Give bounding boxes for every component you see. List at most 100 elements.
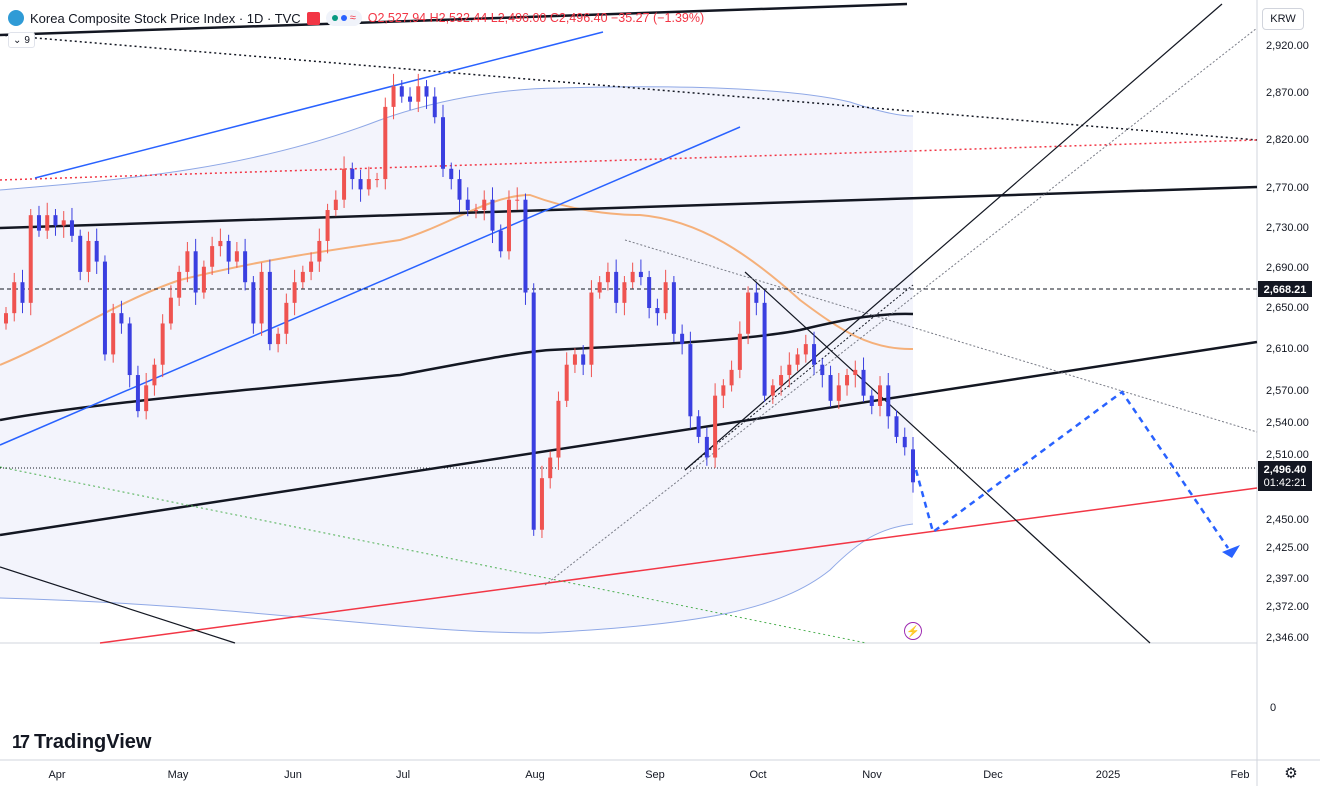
price-tick-label: 2,690.00 [1266, 262, 1309, 274]
status-dot-icon [331, 15, 338, 21]
candle-body [201, 266, 206, 293]
price-tick-label: 2,450.00 [1266, 514, 1309, 526]
status-pill[interactable]: ≈ [325, 10, 362, 26]
time-tick-label: Dec [983, 769, 1003, 781]
chart-header: Korea Composite Stock Price Index · 1D ·… [8, 8, 704, 28]
tradingview-logo[interactable]: 17 TradingView [12, 731, 151, 754]
symbol-title[interactable]: Korea Composite Stock Price Index · 1D ·… [30, 10, 301, 26]
channel-upper-blue [34, 31, 604, 179]
candle-body [787, 364, 792, 376]
currency-selector[interactable]: KRW [1262, 8, 1304, 30]
candle-body [762, 302, 767, 396]
candle-body [135, 375, 140, 412]
price-scale[interactable]: 2,920.00 2,870.00 2,820.00 2,770.00 2,730.00… [1266, 40, 1309, 644]
candle-body [869, 395, 874, 406]
candle-body [284, 302, 289, 334]
time-tick-label: Oct [749, 769, 766, 781]
candle-body [366, 179, 371, 190]
channel-lower-blue [0, 126, 741, 446]
candle-body [267, 271, 272, 345]
candle-body [375, 179, 380, 181]
candle-body [424, 86, 429, 97]
candle-body [770, 385, 775, 396]
candle-body [61, 220, 66, 226]
time-tick-label: Sep [645, 769, 665, 781]
candle-body [226, 240, 231, 262]
last-price-tag [1258, 461, 1312, 491]
volume-scale-zero: 0 [1270, 702, 1276, 714]
candle-body [556, 400, 561, 458]
candle-body [449, 168, 454, 180]
candle-body [803, 344, 808, 355]
time-tick-label: Apr [48, 769, 65, 781]
gear-icon[interactable]: ⚙ [1284, 765, 1298, 782]
candle-body [168, 297, 173, 324]
lightning-icon[interactable]: ⚡ [904, 622, 922, 640]
candle-body [589, 292, 594, 365]
projection-arrowhead [1222, 545, 1240, 558]
candle-body [127, 323, 132, 376]
dashed-level-label: 2,668.21 [1264, 284, 1307, 296]
candle-body [251, 282, 256, 324]
countdown-label: 01:42:21 [1264, 477, 1307, 489]
candle-body [721, 385, 726, 396]
candle-body [432, 96, 437, 118]
candle-body [111, 313, 116, 355]
candlestick-series [4, 73, 915, 538]
candle-body [119, 313, 124, 324]
candle-body [696, 416, 701, 437]
candle-body [647, 277, 652, 308]
candle-body [234, 251, 239, 262]
candle-body [317, 240, 322, 262]
price-tick-label: 2,510.00 [1266, 449, 1309, 461]
indicator-collapse-toggle[interactable]: ⌄ 9 [8, 32, 35, 48]
candle-body [729, 369, 734, 386]
candle-body [399, 86, 404, 97]
price-tick-label: 2,770.00 [1266, 182, 1309, 194]
candle-body [704, 436, 709, 458]
status-dot-icon [340, 15, 347, 21]
candle-body [531, 292, 536, 530]
candle-body [498, 230, 503, 252]
candle-body [564, 364, 569, 401]
price-tick-label: 2,870.00 [1266, 87, 1309, 99]
candle-body [28, 215, 33, 303]
price-tick-label: 2,540.00 [1266, 417, 1309, 429]
candle-body [861, 369, 866, 396]
candle-body [210, 246, 215, 267]
wedge-lower-dotted [684, 284, 914, 471]
candle-body [69, 220, 74, 236]
candle-body [4, 313, 8, 324]
candle-body [408, 96, 413, 102]
candle-body [663, 282, 668, 314]
candle-body [12, 282, 17, 314]
flag-icon[interactable] [306, 11, 320, 25]
candle-body [911, 449, 915, 483]
candle-body [102, 261, 107, 355]
candle-body [20, 282, 25, 303]
indicator-count: 9 [24, 34, 30, 46]
candle-body [36, 215, 41, 231]
time-scale[interactable]: Apr May Jun Jul Aug Sep Oct Nov Dec 2025 Feb [48, 769, 1249, 781]
candle-body [482, 199, 487, 211]
candle-body [688, 344, 693, 417]
candle-body [259, 271, 264, 324]
candle-body [713, 395, 718, 458]
wave-icon: ≈ [349, 12, 356, 24]
ohlc-values: O2,527.94 H2,532.44 L2,496.00 C2,496.40 … [367, 11, 705, 25]
candle-body [779, 375, 784, 386]
trendline-green-dotted [0, 466, 867, 644]
trendline-top-black [0, 2, 908, 37]
price-tick-label: 2,372.00 [1266, 601, 1309, 613]
time-tick-label: Jul [396, 769, 410, 781]
candle-body [878, 385, 883, 406]
candle-body [490, 199, 495, 231]
trendline-red-support [99, 487, 1258, 644]
candle-body [671, 282, 676, 334]
trendline-diag-down [744, 271, 1151, 644]
price-tick-label: 2,820.00 [1266, 134, 1309, 146]
candle-body [441, 117, 446, 169]
candle-body [465, 199, 470, 211]
projection-path [914, 390, 1230, 549]
